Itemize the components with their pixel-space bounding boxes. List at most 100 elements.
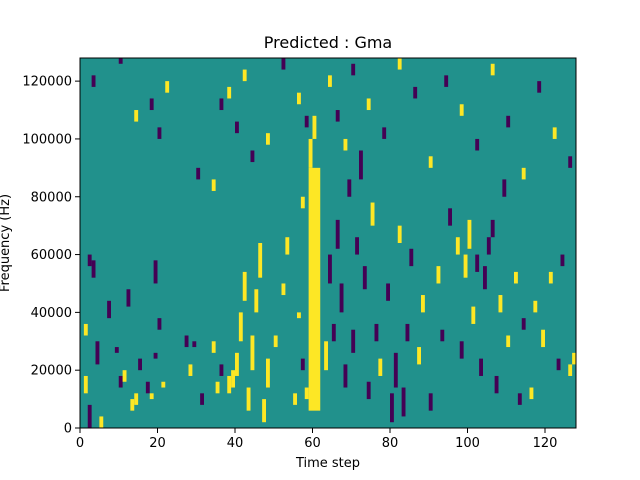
heatmap-cell (219, 98, 224, 111)
heatmap-cell (471, 306, 476, 324)
heatmap-cell (537, 81, 542, 93)
x-tick-label: 20 (149, 436, 166, 451)
heatmap-cell (118, 375, 123, 388)
x-tick-label: 0 (76, 436, 84, 451)
heatmap-cell (250, 150, 255, 163)
heatmap-cell (386, 283, 390, 301)
heatmap-cell (459, 104, 464, 116)
heatmap-cell (409, 248, 414, 267)
heatmap-cell (359, 150, 363, 180)
heatmap-cell (153, 352, 158, 359)
heatmap-cell (362, 266, 367, 290)
heatmap-cell (421, 295, 425, 313)
heatmap-cell (266, 133, 270, 145)
y-tick-label: 100000 (22, 132, 72, 147)
heatmap-cell (370, 202, 375, 226)
heatmap-cell (211, 341, 216, 353)
heatmap-cell (91, 260, 96, 278)
heatmap-cell (258, 243, 263, 278)
heatmap-cell (324, 341, 328, 371)
heatmap-cell (308, 138, 313, 168)
heatmap-cell (506, 335, 511, 348)
heatmap-cell (521, 167, 526, 180)
heatmap-cell (568, 364, 573, 376)
x-tick-label: 60 (304, 436, 321, 451)
heatmap-cell (250, 335, 255, 371)
heatmap-cell (351, 329, 356, 353)
heatmap-background (80, 58, 576, 428)
heatmap-cell (219, 364, 224, 376)
heatmap-cell (533, 300, 538, 313)
y-tick-label: 80000 (31, 190, 72, 205)
heatmap-cell (401, 387, 406, 417)
heatmap-cell (475, 138, 480, 151)
heatmap-cell (393, 352, 398, 388)
heatmap-cell (126, 289, 131, 307)
heatmap-cell (184, 335, 189, 348)
heatmap-cell (382, 127, 387, 139)
heatmap-cell (335, 110, 340, 122)
heatmap-cell (304, 387, 309, 400)
heatmap-cell (130, 399, 135, 411)
heatmap-cell (568, 156, 573, 168)
heatmap-cell (122, 370, 127, 382)
heatmap-cell (227, 375, 232, 394)
heatmap-cell (343, 138, 348, 151)
heatmap-cell (417, 347, 421, 365)
y-tick-label: 40000 (31, 306, 72, 321)
heatmap-cell (246, 387, 251, 411)
heatmap-cell (541, 329, 545, 348)
y-axis: 0 20000 40000 60000 80000 100000 120000 (22, 75, 80, 437)
x-tick-label: 100 (455, 436, 480, 451)
heatmap-cell (397, 58, 402, 70)
heatmap-cell (107, 300, 111, 319)
y-tick-label: 20000 (31, 364, 72, 379)
heatmap-cell (235, 121, 239, 134)
heatmap-cell (459, 341, 464, 359)
heatmap-cell (355, 237, 359, 255)
heatmap-cell (552, 127, 557, 139)
heatmap-cell (91, 75, 96, 87)
heatmap-cell (351, 63, 356, 76)
heatmap-cell (502, 179, 507, 197)
heatmap-cell (273, 335, 278, 348)
heatmap-cell (529, 387, 534, 400)
heatmap-cell (479, 358, 483, 376)
heatmap-cell (281, 283, 286, 296)
heatmap-cell (95, 341, 100, 365)
heatmap-cell (335, 219, 340, 249)
heatmap-cell (556, 358, 561, 371)
heatmap-cell (149, 393, 154, 400)
heatmap-cell (521, 318, 526, 330)
y-tick-label: 60000 (31, 248, 72, 263)
heatmap-cell (281, 58, 286, 70)
heatmap-cell (514, 271, 518, 284)
heatmap-cell (87, 254, 92, 267)
heatmap-cell (254, 289, 259, 313)
heatmap-cell (153, 260, 158, 284)
heatmap-cell (165, 81, 170, 93)
heatmap-cell (328, 75, 332, 87)
heatmap-cell (486, 237, 491, 255)
heatmap-cell (235, 352, 239, 376)
heatmap-strong-band (308, 167, 321, 411)
heatmap-cell (211, 179, 216, 191)
heatmap-cell (494, 375, 499, 394)
heatmap-cell (161, 381, 166, 388)
heatmap-cell (300, 358, 305, 371)
heatmap-cell (134, 393, 139, 405)
heatmap-cell (242, 69, 247, 82)
heatmap-cell (297, 92, 301, 105)
heatmap-cell (297, 312, 301, 319)
heatmap-cell (215, 381, 220, 394)
heatmap-cell (83, 375, 88, 394)
heatmap-cell (390, 393, 394, 423)
plot-area (80, 58, 576, 428)
heatmap-cell (114, 347, 119, 353)
heatmap-cell (304, 115, 309, 128)
heatmap-cell (300, 196, 305, 209)
heatmap-cell (448, 208, 452, 226)
heatmap-cell (378, 358, 383, 376)
heatmap-cell (87, 404, 92, 428)
